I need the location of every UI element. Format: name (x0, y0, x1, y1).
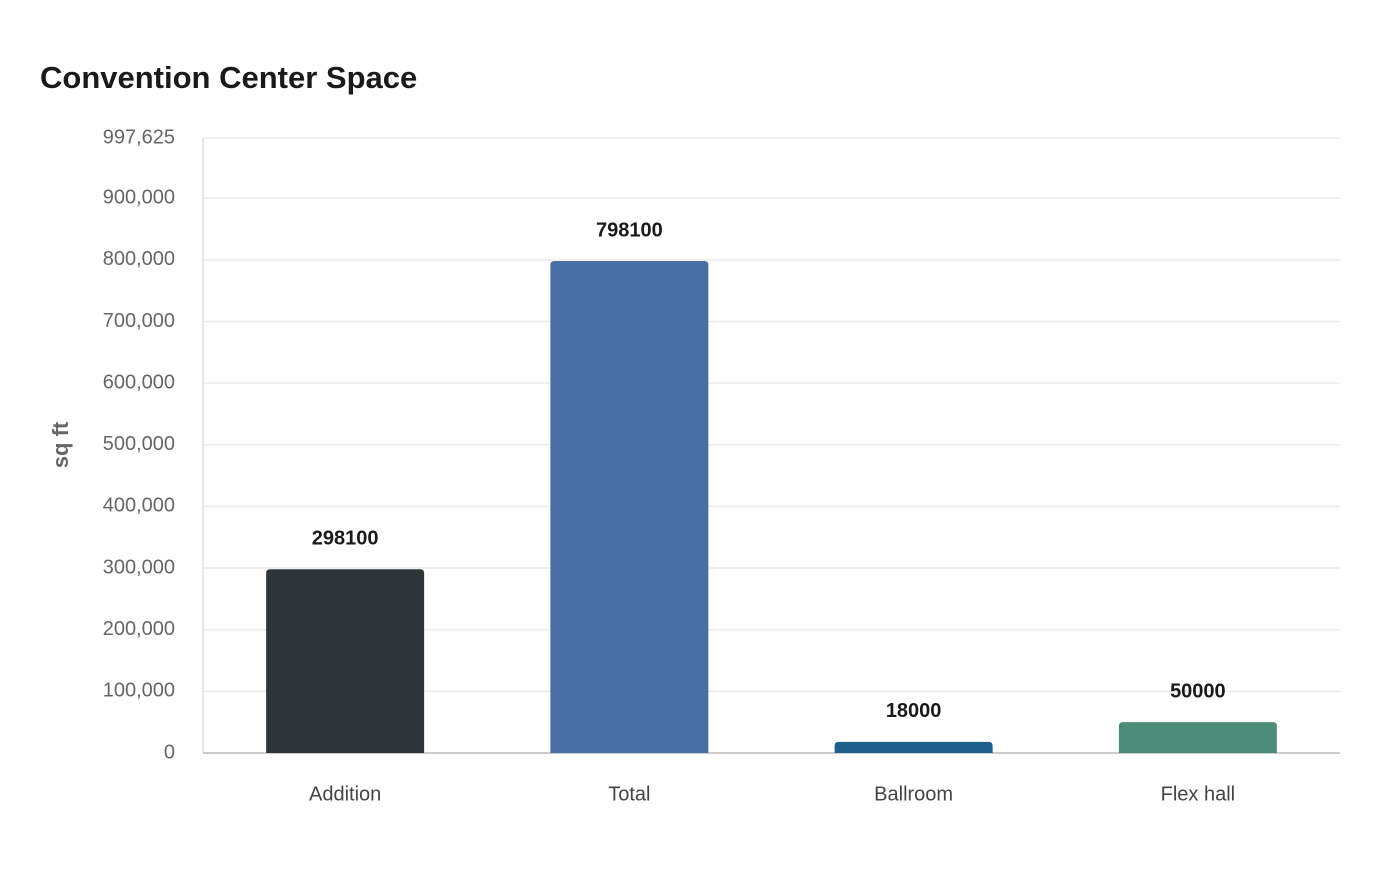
bar (834, 741, 993, 753)
y-tick-label: 200,000 (103, 618, 175, 640)
x-tick-label: Total (608, 783, 650, 805)
value-label: 798100 (596, 219, 663, 241)
y-tick-label: 400,000 (103, 495, 175, 517)
y-tick-label: 100,000 (103, 680, 175, 702)
y-tick-label: 500,000 (103, 433, 175, 455)
y-tick-label: 600,000 (103, 371, 175, 393)
bar (550, 261, 709, 753)
x-tick-label: Ballroom (874, 783, 953, 805)
y-tick-label: 0 (164, 741, 175, 763)
bar (1118, 722, 1277, 753)
value-label: 298100 (312, 528, 379, 550)
x-tick-label: Addition (309, 783, 381, 805)
value-label: 18000 (886, 700, 942, 722)
y-axis-label: sq ft (48, 421, 73, 468)
chart-title: Convention Center Space (40, 60, 417, 95)
bar (266, 569, 425, 753)
y-tick-label: 700,000 (103, 310, 175, 332)
y-tick-label: 300,000 (103, 556, 175, 578)
y-tick-label: 997,625 (103, 126, 175, 148)
y-tick-label: 900,000 (103, 186, 175, 208)
x-tick-label: Flex hall (1161, 783, 1235, 805)
value-label: 50000 (1170, 680, 1226, 702)
y-tick-label: 800,000 (103, 248, 175, 270)
